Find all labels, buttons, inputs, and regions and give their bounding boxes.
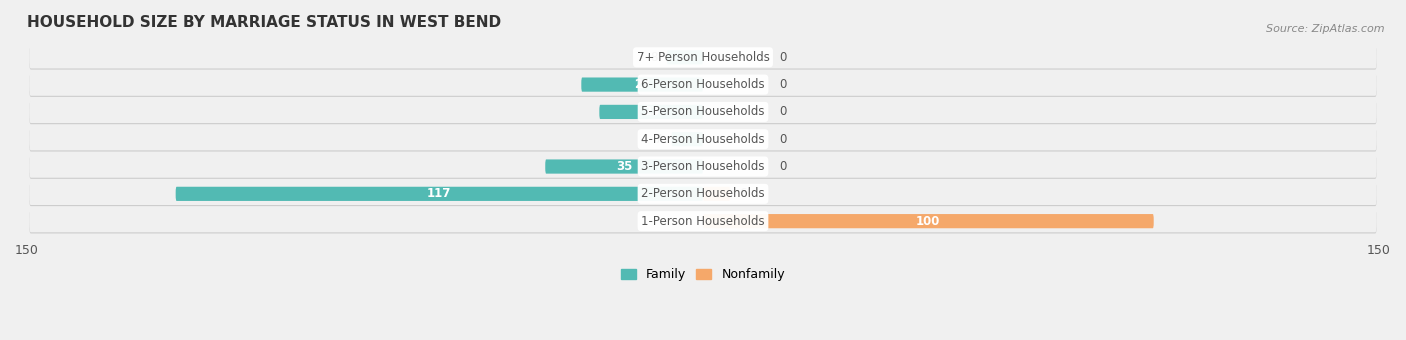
Text: 100: 100 [917,215,941,228]
Text: 23: 23 [643,105,659,118]
FancyBboxPatch shape [546,159,703,174]
FancyBboxPatch shape [30,183,1376,205]
FancyBboxPatch shape [672,132,703,146]
Text: Source: ZipAtlas.com: Source: ZipAtlas.com [1267,24,1385,34]
FancyBboxPatch shape [30,73,1376,96]
FancyBboxPatch shape [30,155,1376,178]
Text: 35: 35 [616,160,633,173]
FancyBboxPatch shape [599,105,703,119]
Text: 4-Person Households: 4-Person Households [641,133,765,146]
FancyBboxPatch shape [30,128,1376,150]
FancyBboxPatch shape [30,129,1376,152]
Text: 27: 27 [634,78,651,91]
Text: 0: 0 [779,133,787,146]
FancyBboxPatch shape [30,210,1376,232]
Text: 6: 6 [740,187,747,200]
FancyBboxPatch shape [703,187,730,201]
Text: 1-Person Households: 1-Person Households [641,215,765,228]
FancyBboxPatch shape [30,211,1376,234]
Text: 0: 0 [779,78,787,91]
FancyBboxPatch shape [666,50,703,64]
Text: 2-Person Households: 2-Person Households [641,187,765,200]
Legend: Family, Nonfamily: Family, Nonfamily [616,264,790,286]
FancyBboxPatch shape [581,78,703,92]
Text: 117: 117 [427,187,451,200]
Text: 3-Person Households: 3-Person Households [641,160,765,173]
FancyBboxPatch shape [30,184,1376,206]
Text: HOUSEHOLD SIZE BY MARRIAGE STATUS IN WEST BEND: HOUSEHOLD SIZE BY MARRIAGE STATUS IN WES… [27,15,501,30]
FancyBboxPatch shape [30,46,1376,68]
Text: 7: 7 [655,133,662,146]
FancyBboxPatch shape [30,47,1376,70]
Text: 0: 0 [779,51,787,64]
Text: 7+ Person Households: 7+ Person Households [637,51,769,64]
Text: 5-Person Households: 5-Person Households [641,105,765,118]
FancyBboxPatch shape [703,214,1154,228]
FancyBboxPatch shape [30,101,1376,123]
FancyBboxPatch shape [176,187,703,201]
Text: 0: 0 [779,105,787,118]
FancyBboxPatch shape [30,102,1376,124]
FancyBboxPatch shape [30,74,1376,97]
FancyBboxPatch shape [30,156,1376,179]
Text: 6-Person Households: 6-Person Households [641,78,765,91]
Text: 8: 8 [651,51,658,64]
Text: 0: 0 [779,160,787,173]
